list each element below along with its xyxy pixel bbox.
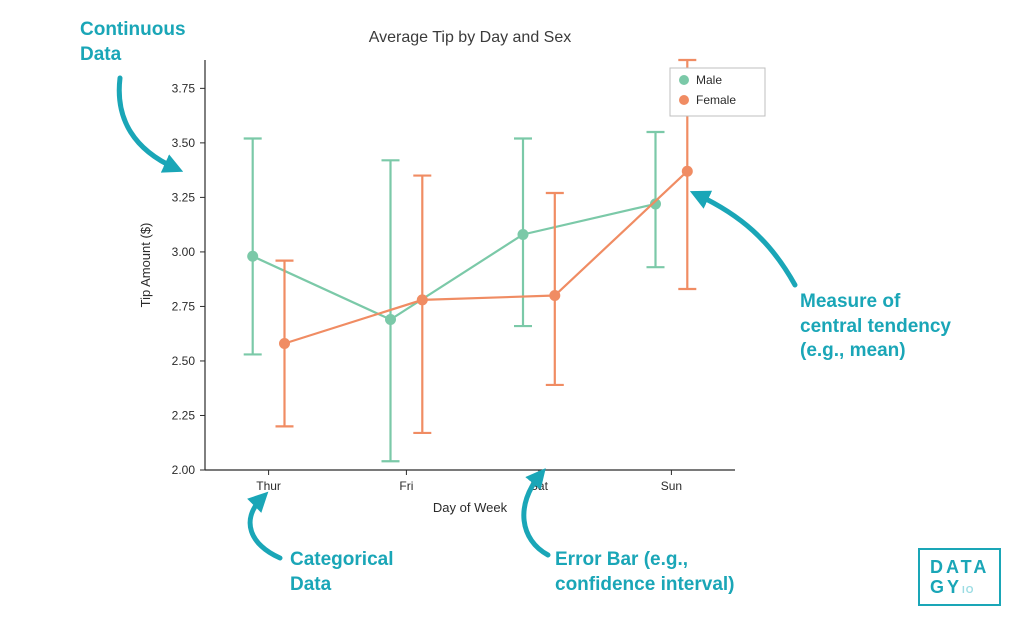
y-tick-label: 3.00: [172, 245, 196, 259]
annotation-arrow-continuous-data: [119, 78, 175, 168]
logo-line1: DATA: [930, 557, 989, 577]
chart-title: Average Tip by Day and Sex: [369, 29, 572, 46]
logo-line2-sub: IO: [962, 585, 974, 596]
y-tick-label: 2.25: [172, 408, 196, 422]
y-tick-label: 2.50: [172, 354, 196, 368]
series-marker-female: [549, 290, 560, 301]
logo-line2-main: GY: [930, 577, 962, 597]
series-marker-male: [385, 314, 396, 325]
x-tick-label: Sun: [661, 479, 682, 493]
y-tick-label: 3.25: [172, 190, 196, 204]
x-tick-label: Thur: [256, 479, 281, 493]
y-tick-label: 2.00: [172, 463, 196, 477]
y-tick-label: 3.50: [172, 136, 196, 150]
series-marker-female: [417, 294, 428, 305]
series-marker-female: [279, 338, 290, 349]
legend-label: Male: [696, 73, 722, 87]
x-axis-label: Day of Week: [433, 500, 508, 515]
datagy-logo: DATA GYIO: [918, 548, 1001, 606]
y-axis-label: Tip Amount ($): [138, 223, 153, 308]
series-marker-female: [682, 166, 693, 177]
series-marker-male: [518, 229, 529, 240]
figure-container: 2.00 2.25 2.50 2.75 3.00 3.25 3.50 3.75 Thur Fri S…: [0, 0, 1024, 624]
chart-svg: 2.00 2.25 2.50 2.75 3.00 3.25 3.50 3.75 Thur Fri S…: [0, 0, 1024, 624]
legend-swatch: [679, 95, 689, 105]
series-marker-male: [247, 251, 258, 262]
legend-swatch: [679, 75, 689, 85]
x-tick-label: Fri: [399, 479, 413, 493]
y-tick-label: 3.75: [172, 81, 196, 95]
y-tick-label: 2.75: [172, 299, 196, 313]
legend-label: Female: [696, 93, 736, 107]
annotation-arrow-categorical-data: [250, 498, 280, 558]
